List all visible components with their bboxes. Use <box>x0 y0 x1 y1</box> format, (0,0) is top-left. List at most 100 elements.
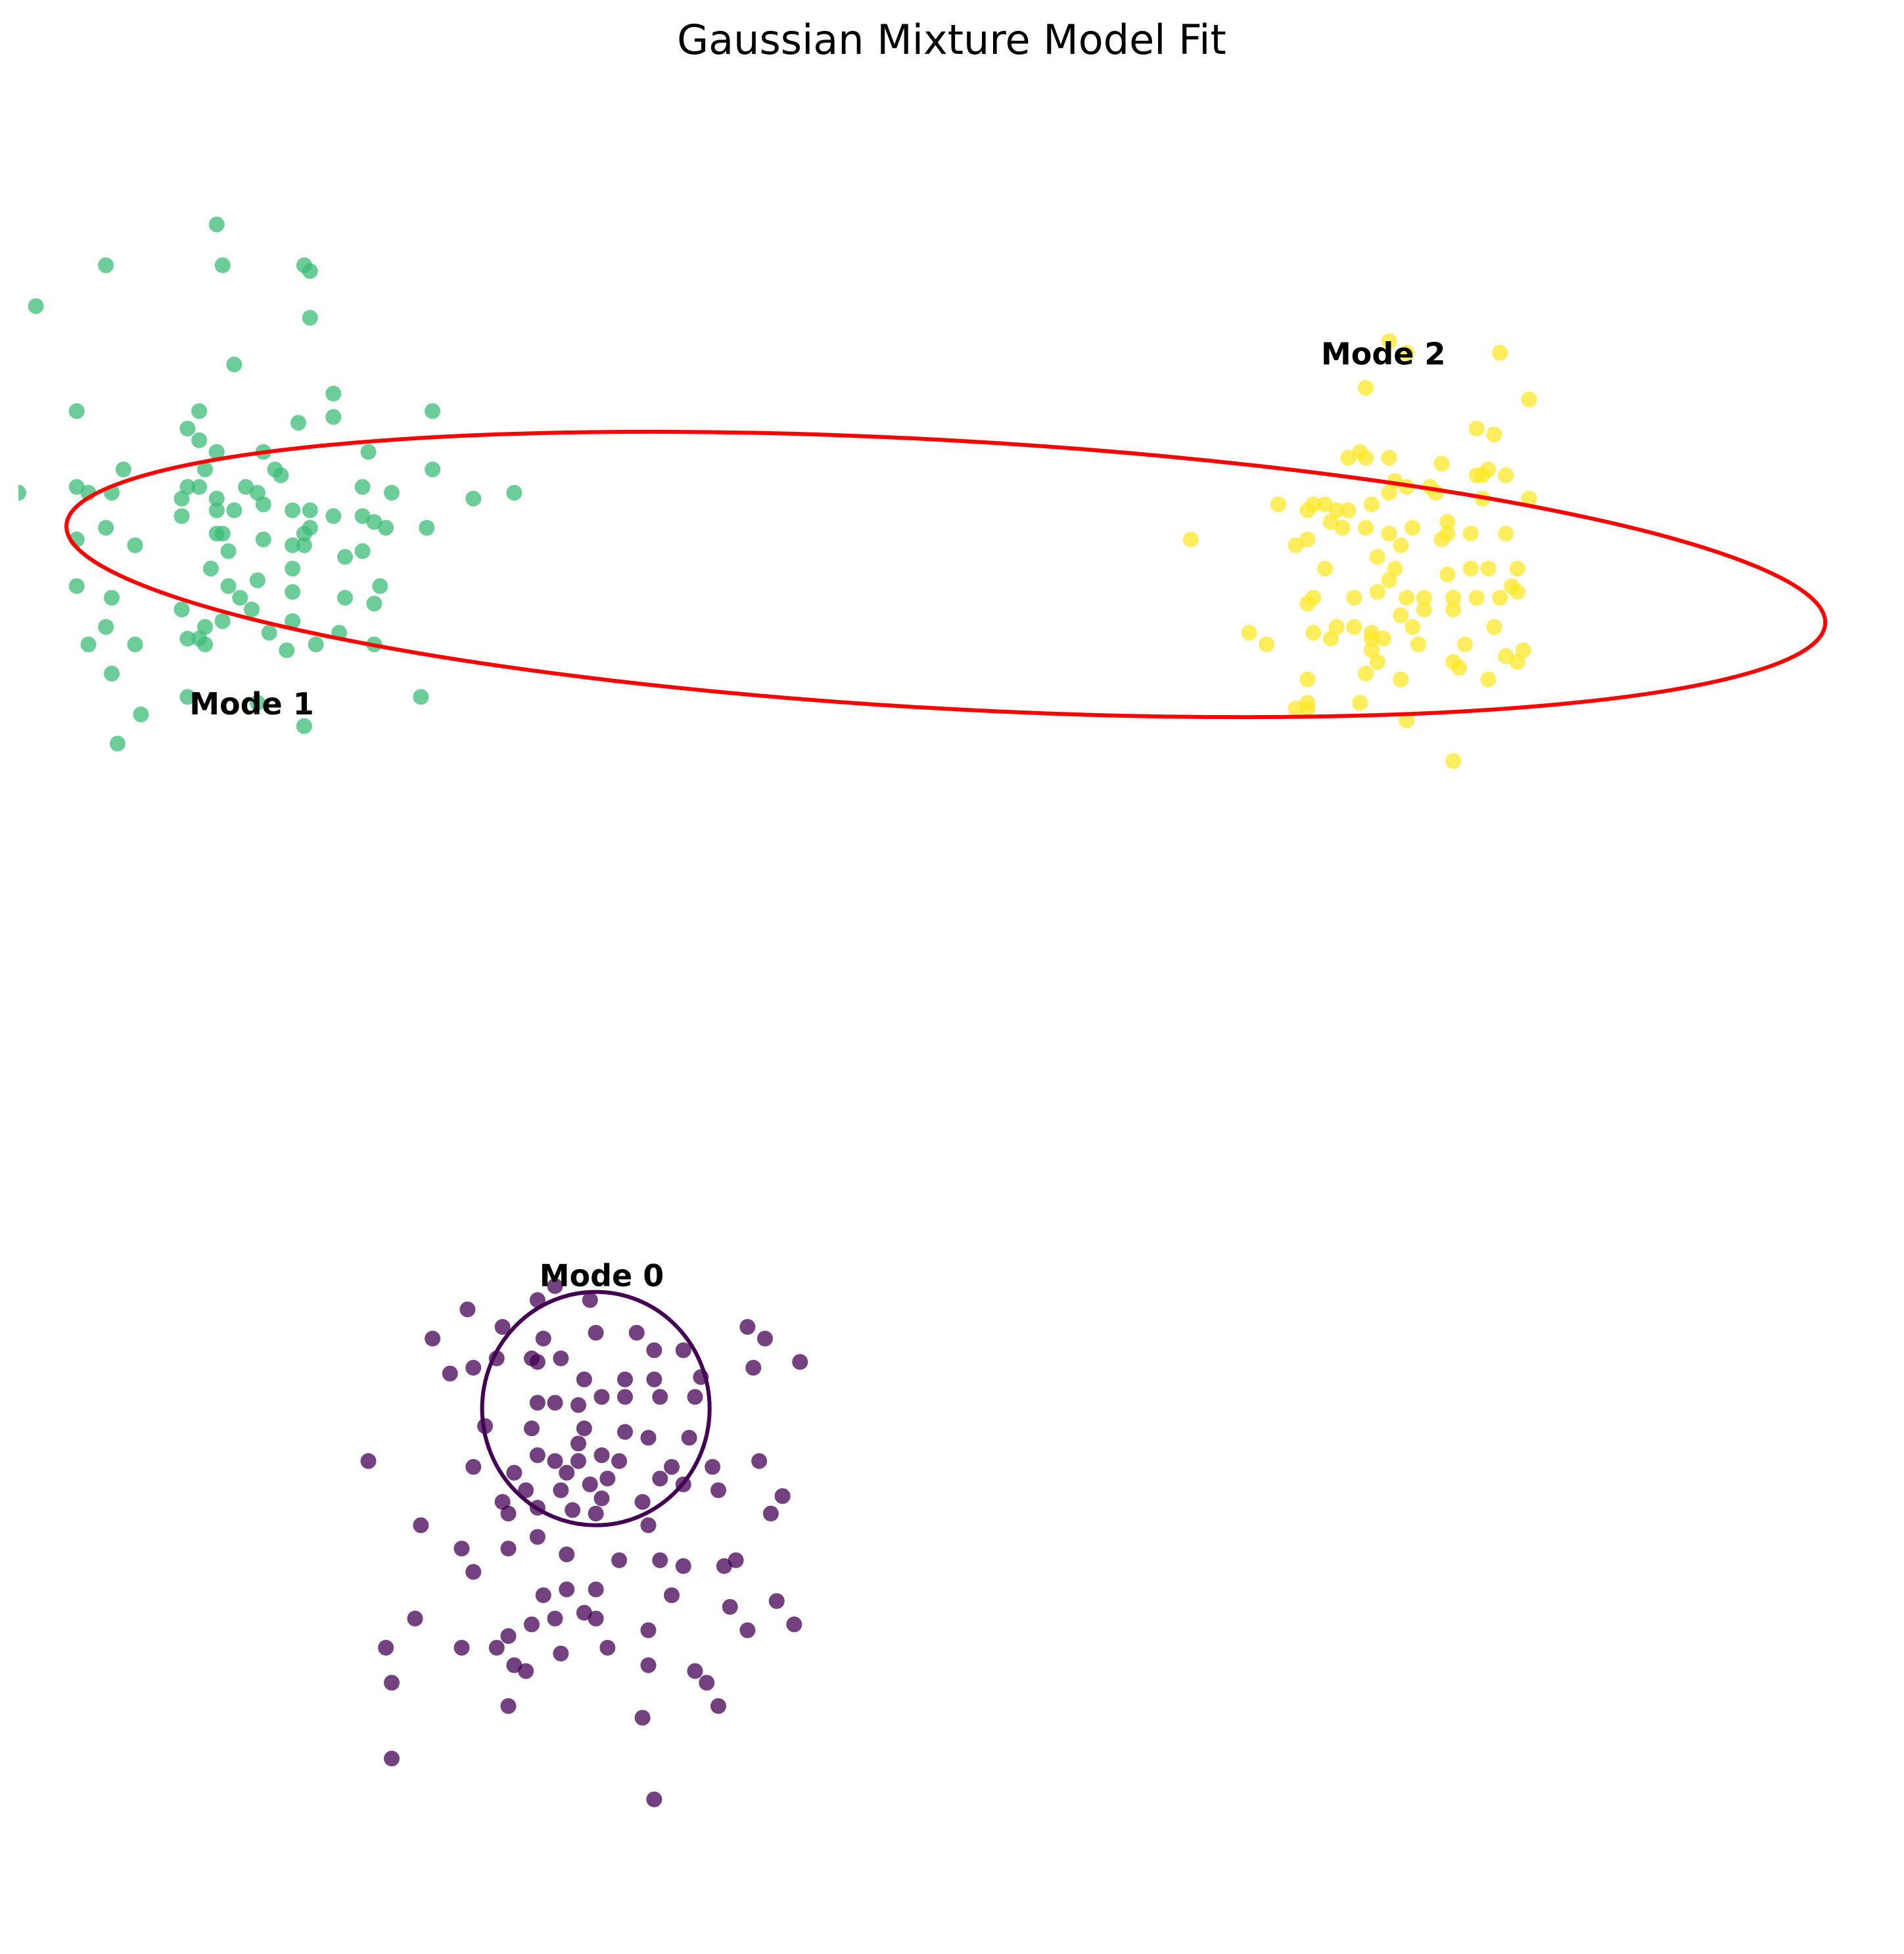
scatter-point <box>664 1458 680 1475</box>
scatter-point <box>786 1616 802 1633</box>
scatter-point <box>640 1622 657 1639</box>
scatter-point <box>1498 648 1514 664</box>
scatter-point <box>553 1645 569 1662</box>
scatter-point <box>238 478 254 495</box>
scatter-point <box>494 1318 511 1335</box>
scatter-point <box>384 1675 400 1691</box>
scatter-point <box>197 461 213 478</box>
scatter-point <box>98 520 114 536</box>
scatter-point <box>1358 380 1374 396</box>
scatter-point <box>354 543 371 559</box>
scatter-point <box>1381 450 1397 466</box>
ellipse-extra-0 <box>64 429 1828 720</box>
scatter-point <box>617 1371 633 1387</box>
scatter-point <box>588 1505 604 1522</box>
scatter-point <box>354 508 371 524</box>
scatter-point <box>593 1490 610 1506</box>
scatter-point <box>419 520 435 536</box>
scatter-point <box>220 578 237 594</box>
scatter-point <box>465 490 482 507</box>
scatter-point <box>285 502 301 519</box>
scatter-point <box>1299 595 1316 612</box>
scatter-point <box>739 1622 756 1639</box>
scatter-point <box>366 514 383 530</box>
scatter-point <box>296 537 312 553</box>
scatter-point <box>1352 695 1368 711</box>
scatter-point <box>716 1558 732 1574</box>
scatter-point <box>488 1640 505 1656</box>
scatter-point <box>751 1453 768 1469</box>
scatter-point <box>1299 701 1316 717</box>
scatter-point <box>1486 618 1502 635</box>
scatter-point <box>599 1470 616 1487</box>
scatter-point <box>588 1610 604 1627</box>
scatter-point <box>593 1389 610 1405</box>
scatter-point <box>535 1587 551 1604</box>
scatter-point <box>547 1453 563 1469</box>
scatter-point <box>687 1389 703 1405</box>
scatter-point <box>1509 584 1525 600</box>
scatter-point <box>494 1494 511 1510</box>
mode-label: Mode 0 <box>540 1258 664 1293</box>
scatter-point <box>285 584 301 600</box>
scatter-point <box>465 1458 482 1475</box>
scatter-point <box>453 1541 470 1557</box>
scatter-point <box>261 624 277 641</box>
scatter-point <box>1340 450 1357 466</box>
scatter-point <box>208 502 225 519</box>
scatter-point <box>1328 502 1345 519</box>
scatter-point <box>1364 642 1380 659</box>
scatter-point <box>465 1360 482 1376</box>
scatter-point <box>640 1430 657 1446</box>
scatter-point <box>1241 624 1257 641</box>
scatter-point <box>425 461 441 478</box>
scatter-point <box>559 1547 575 1562</box>
scatter-point <box>372 578 388 594</box>
scatter-point <box>98 257 114 273</box>
scatter-point <box>1451 660 1468 676</box>
scatter-point <box>529 1395 546 1411</box>
scatter-point <box>582 1476 598 1493</box>
scatter-point <box>553 1482 569 1499</box>
scatter-point <box>1381 333 1397 349</box>
scatter-point <box>1387 561 1403 577</box>
scatter-point <box>302 502 318 519</box>
scatter-point <box>524 1616 540 1633</box>
scatter-point <box>593 1447 610 1464</box>
scatter-point <box>442 1365 458 1382</box>
scatter-point <box>582 1292 598 1309</box>
scatter-point <box>109 735 126 752</box>
scatter-point <box>80 636 97 653</box>
scatter-point <box>1457 636 1473 653</box>
scatter-point <box>68 578 85 594</box>
scatter-point <box>1288 701 1304 717</box>
scatter-point <box>547 1278 563 1294</box>
scatter-point <box>1492 344 1508 361</box>
scatter-point <box>500 1505 517 1522</box>
scatter-point <box>1480 561 1497 577</box>
scatter-point <box>518 1663 534 1679</box>
scatter-point <box>576 1420 592 1437</box>
scatter-point <box>1322 630 1339 647</box>
scatter-point <box>1433 531 1450 547</box>
scatter-point <box>302 310 318 326</box>
scatter-point <box>378 1640 394 1656</box>
scatter-point <box>285 613 301 629</box>
scatter-point <box>559 1581 575 1598</box>
scatter-point <box>1334 520 1351 536</box>
scatter-point <box>710 1698 726 1714</box>
scatter-point <box>1509 654 1525 670</box>
scatter-point <box>1328 618 1345 635</box>
scatter-point <box>553 1350 569 1366</box>
scatter-point <box>191 478 208 495</box>
scatter-point <box>500 1698 517 1714</box>
scatter-point <box>249 484 266 501</box>
scatter-point <box>570 1397 586 1413</box>
scatter-point <box>208 490 225 507</box>
scatter-point <box>699 1675 715 1691</box>
scatter-point <box>1492 590 1508 606</box>
scatter-point <box>774 1488 791 1504</box>
scatter-point <box>378 520 394 536</box>
scatter-point <box>646 1342 662 1359</box>
